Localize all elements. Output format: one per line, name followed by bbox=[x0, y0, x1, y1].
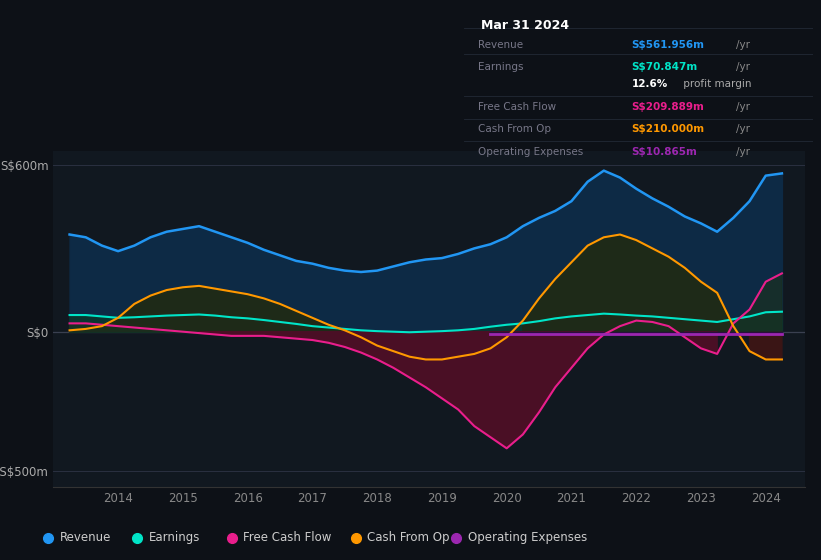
Text: Earnings: Earnings bbox=[478, 62, 523, 72]
Text: Revenue: Revenue bbox=[60, 531, 112, 544]
Text: /yr: /yr bbox=[736, 147, 750, 157]
Text: Cash From Op: Cash From Op bbox=[368, 531, 450, 544]
Text: Operating Expenses: Operating Expenses bbox=[468, 531, 587, 544]
Text: 12.6%: 12.6% bbox=[631, 79, 667, 89]
Text: /yr: /yr bbox=[736, 62, 750, 72]
Text: Free Cash Flow: Free Cash Flow bbox=[478, 102, 556, 111]
Text: Cash From Op: Cash From Op bbox=[478, 124, 551, 134]
Text: /yr: /yr bbox=[736, 124, 750, 134]
Text: profit margin: profit margin bbox=[680, 79, 752, 89]
Text: Operating Expenses: Operating Expenses bbox=[478, 147, 583, 157]
Text: S$209.889m: S$209.889m bbox=[631, 102, 704, 111]
Text: /yr: /yr bbox=[736, 102, 750, 111]
Text: Earnings: Earnings bbox=[149, 531, 200, 544]
Text: S$10.865m: S$10.865m bbox=[631, 147, 697, 157]
Text: Free Cash Flow: Free Cash Flow bbox=[243, 531, 332, 544]
Text: S$561.956m: S$561.956m bbox=[631, 40, 704, 50]
Text: S$70.847m: S$70.847m bbox=[631, 62, 698, 72]
Text: Revenue: Revenue bbox=[478, 40, 523, 50]
Text: S$210.000m: S$210.000m bbox=[631, 124, 704, 134]
Text: /yr: /yr bbox=[736, 40, 750, 50]
Text: Mar 31 2024: Mar 31 2024 bbox=[481, 19, 570, 32]
